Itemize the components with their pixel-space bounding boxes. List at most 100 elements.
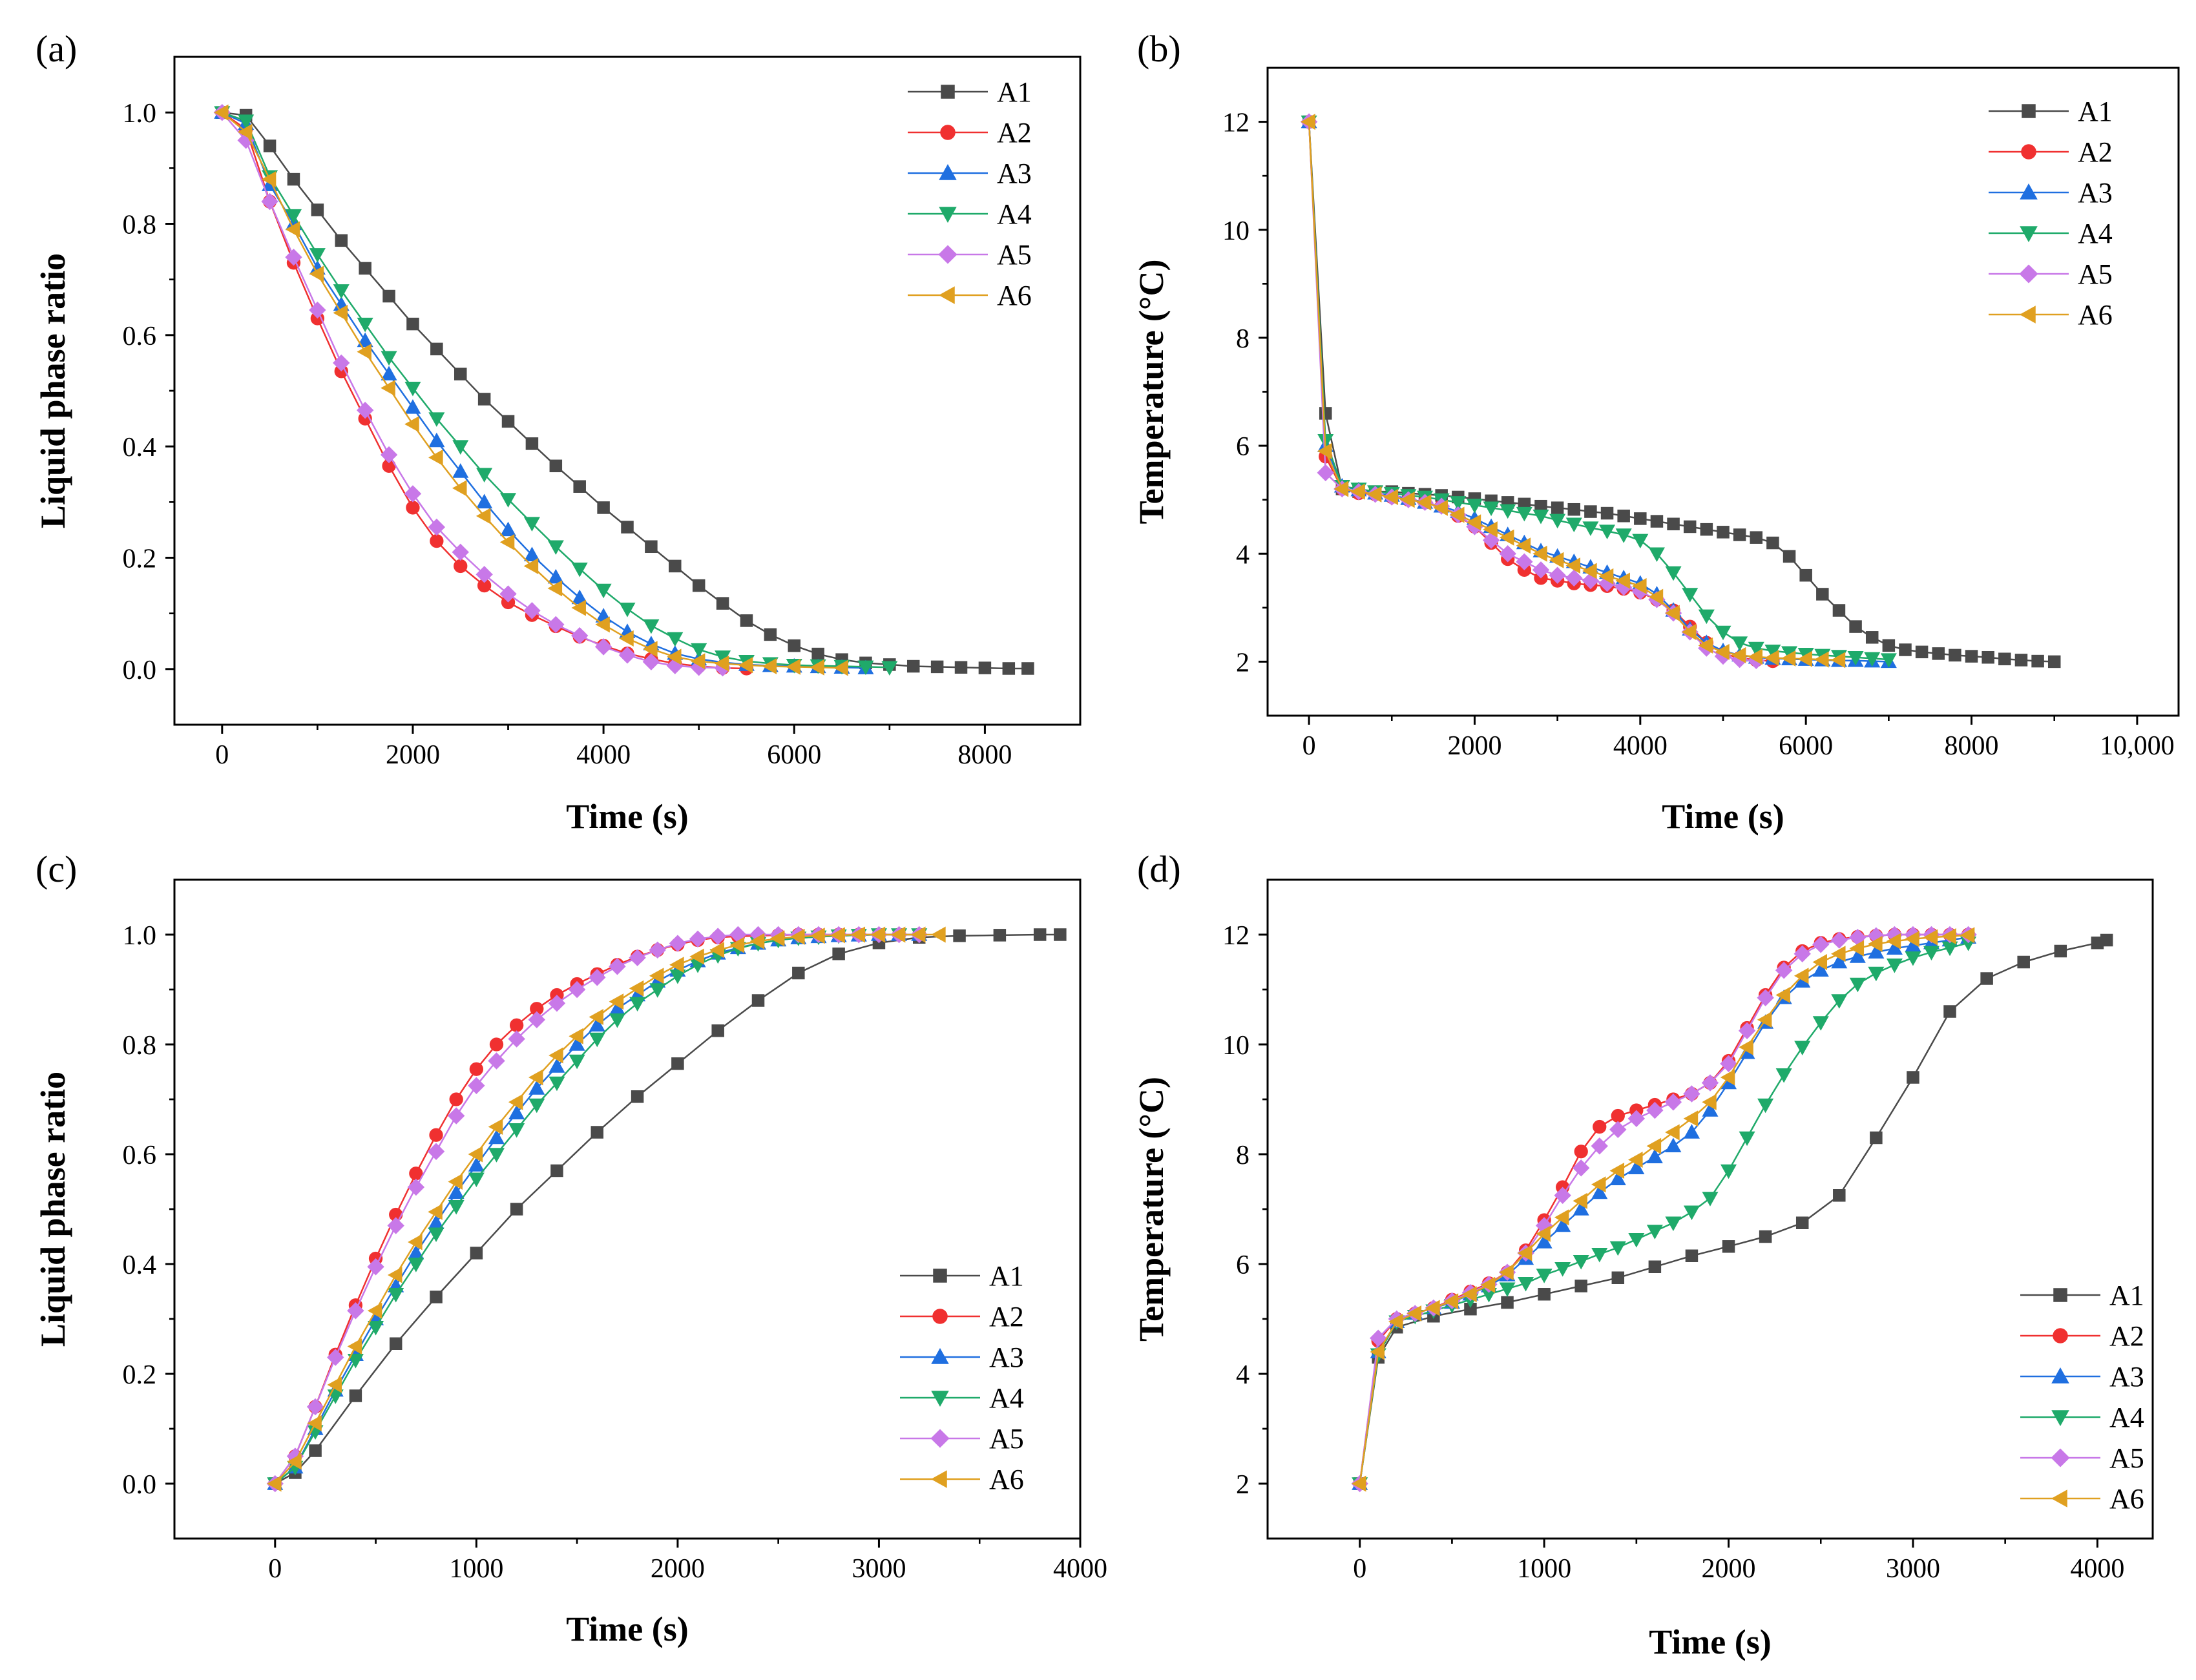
x-tick-label: 3000 [852,1554,906,1584]
series-a6 [1351,927,1975,1492]
legend-marker [2021,144,2036,160]
data-point [408,1258,424,1272]
y-tick-label: 0.4 [123,433,157,462]
data-point [569,1036,585,1051]
data-point [1648,547,1665,563]
legend-marker [2022,104,2036,118]
data-point [347,1354,364,1369]
data-point [1698,609,1715,625]
data-point [931,926,946,943]
data-point [528,1098,545,1114]
data-point [404,381,421,397]
data-point [729,937,745,953]
data-point [1609,1241,1626,1256]
data-point [631,1090,644,1103]
legend-label: A1 [2078,96,2113,127]
data-point [1632,577,1647,594]
data-point [1831,994,1848,1009]
data-point [1665,1216,1682,1232]
data-point [1499,1282,1516,1298]
data-point [570,627,589,645]
data-point [1565,557,1581,574]
data-point [953,929,966,942]
series-a5 [1300,113,1765,669]
data-point [380,446,398,464]
data-point [237,123,253,140]
legend-label: A4 [997,198,1032,230]
data-point [930,660,944,674]
plot-frame [1266,878,2154,1540]
data-point [1665,1137,1682,1152]
series-line [222,112,842,669]
data-point [238,114,255,129]
data-point [1582,521,1599,536]
data-point [1536,1269,1553,1283]
data-point [643,641,658,658]
x-tick-label: 1000 [1517,1554,1571,1584]
legend-marker [2020,183,2038,200]
data-point [523,602,541,619]
data-point [408,1234,423,1250]
y-tick-label: 0.4 [123,1250,157,1280]
data-point [1793,968,1809,984]
x-tick-label: 8000 [957,740,1012,770]
x-axis-title: Time (s) [566,1610,688,1648]
data-point [571,562,588,577]
data-point [629,980,644,997]
x-tick-label: 4000 [1053,1554,1107,1584]
data-point [547,540,564,555]
data-point [488,1118,503,1136]
data-point [1849,977,1866,993]
data-point [1775,962,1793,979]
data-point [589,1017,605,1032]
x-tick-label: 1000 [449,1554,503,1584]
data-point [1646,1101,1664,1119]
data-point [387,1217,404,1234]
data-point [594,638,612,656]
data-point [1549,566,1566,584]
series-a4 [1352,937,1977,1492]
data-point [714,655,729,672]
data-point [381,351,397,366]
legend-marker [931,1347,949,1364]
data-point [508,1094,523,1110]
data-point [368,1321,384,1336]
data-point [359,262,371,275]
y-tick-label: 0.6 [123,322,157,351]
data-point [2100,933,2113,947]
data-point [452,543,469,561]
data-point [2047,655,2061,669]
data-point [333,304,348,321]
data-point [406,501,420,515]
y-tick-label: 2 [1236,648,1250,678]
data-point [890,926,906,943]
legend-label: A3 [997,158,1032,189]
data-point [347,1338,362,1355]
data-point [427,1143,445,1160]
data-point [1812,953,1827,971]
legend-label: A6 [2078,299,2113,331]
data-point [1864,652,1881,667]
data-point [643,619,660,634]
data-point [1870,1131,1883,1145]
data-point [508,1030,525,1048]
data-point [1794,1041,1811,1056]
data-point [709,928,727,945]
legend-marker [930,1470,947,1488]
data-point [1886,933,1901,949]
legend-marker [2053,1288,2067,1302]
data-point [287,172,300,186]
data-point [1366,486,1382,503]
series-a1 [1353,933,2113,1490]
legend: A1 A2 A3 A4 A5 A6 [900,1260,1024,1495]
data-point [1617,509,1630,523]
data-point [1538,1288,1551,1301]
data-point [1868,935,1883,952]
data-point [738,657,753,674]
data-point [333,284,350,299]
data-point [1482,532,1500,549]
data-point [1516,537,1531,554]
data-point [1715,643,1730,660]
legend-label: A6 [2109,1483,2144,1515]
